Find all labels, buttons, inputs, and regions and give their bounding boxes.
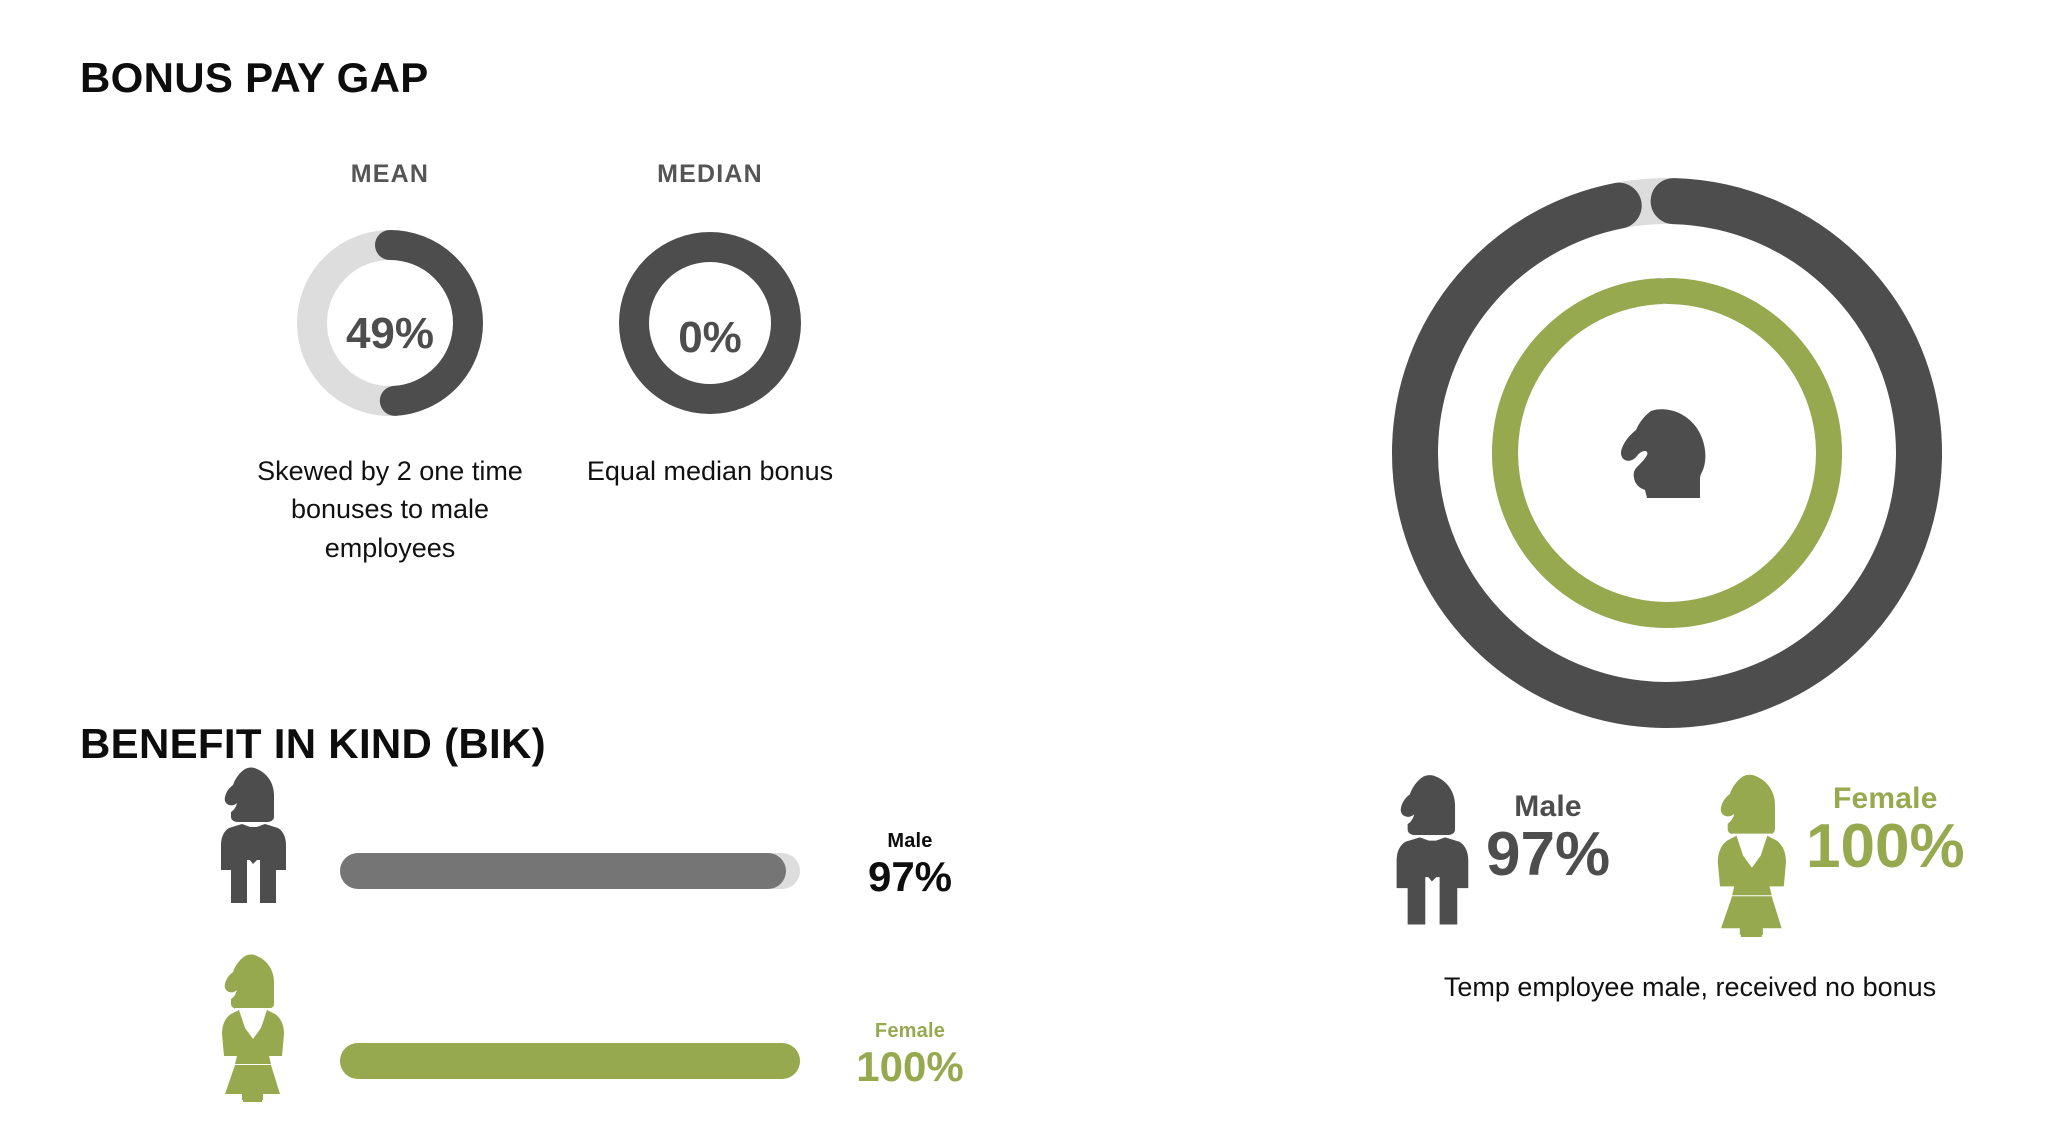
bik-legend-value-female: 100% xyxy=(856,1043,964,1090)
female-knight-figure-icon xyxy=(1710,772,1796,942)
legend-text-male: Male 97% xyxy=(1486,772,1610,886)
bik-bar-fill-female xyxy=(340,1043,800,1079)
bik-legend-label-female: Female xyxy=(874,1020,946,1042)
bik-legend-female: Female 100% xyxy=(830,1020,990,1089)
median-donut-value: 0% xyxy=(678,313,742,362)
mean-donut-svg xyxy=(297,230,483,416)
bonus-received-caption: Temp employee male, received no bonus xyxy=(1443,972,1937,1002)
legend-value-male: 97% xyxy=(1486,820,1611,889)
bik-row-female: Female 100% xyxy=(0,954,1000,1125)
bik-legend-male: Male 97% xyxy=(830,830,990,899)
legend-text-female: Female 100% xyxy=(1806,772,1965,878)
bik-legend-value-male: 97% xyxy=(867,853,953,900)
median-donut-chart: 0% xyxy=(580,223,840,453)
benefit-in-kind-bars: Male 97% Fem xyxy=(0,767,1000,1105)
bik-legend-label-male: Male xyxy=(887,830,933,852)
inner-ring-female-segment xyxy=(1492,277,1842,628)
bonus-pay-gap-title: BONUS PAY GAP xyxy=(80,54,429,102)
mean-donut-block: MEAN 49% xyxy=(260,160,520,453)
bonus-received-double-ring-chart xyxy=(1372,158,1962,748)
knight-chess-piece-logo xyxy=(1618,408,1716,498)
median-donut-block: MEDIAN 0% xyxy=(580,160,840,453)
male-knight-figure-icon xyxy=(215,765,293,910)
bik-bar-track-male xyxy=(340,853,800,889)
bik-bar-track-female xyxy=(340,1043,800,1079)
legend-item-female: Female 100% xyxy=(1710,772,1965,942)
outer-ring-male-segment xyxy=(1392,178,1942,728)
bonus-received-legend: Male 97% Female 100% xyxy=(1380,772,2000,952)
mean-donut-value: 49% xyxy=(345,309,435,358)
legend-label-female: Female xyxy=(1832,782,1938,815)
legend-label-male: Male xyxy=(1514,790,1582,823)
bik-row-male: Male 97% xyxy=(0,767,1000,935)
median-donut-svg xyxy=(619,232,801,414)
bonus-donut-group: MEAN 49% MEDIAN 0% Skewed by 2 one time … xyxy=(230,160,930,580)
bik-bar-fill-male xyxy=(340,853,787,889)
mean-donut-chart: 49% xyxy=(260,223,520,453)
median-donut-caption: Equal median bonus xyxy=(586,456,834,486)
female-knight-figure-icon xyxy=(215,952,293,1107)
mean-donut-label: MEAN xyxy=(350,160,430,188)
double-ring-svg xyxy=(1392,178,1942,728)
legend-item-male: Male 97% xyxy=(1390,772,1610,932)
legend-value-female: 100% xyxy=(1806,812,1965,881)
male-knight-figure-icon xyxy=(1390,772,1476,932)
benefit-in-kind-title: BENEFIT IN KIND (BIK) xyxy=(80,720,546,768)
median-donut-label: MEDIAN xyxy=(657,160,763,188)
mean-donut-caption: Skewed by 2 one time bonuses to male emp… xyxy=(257,456,523,563)
